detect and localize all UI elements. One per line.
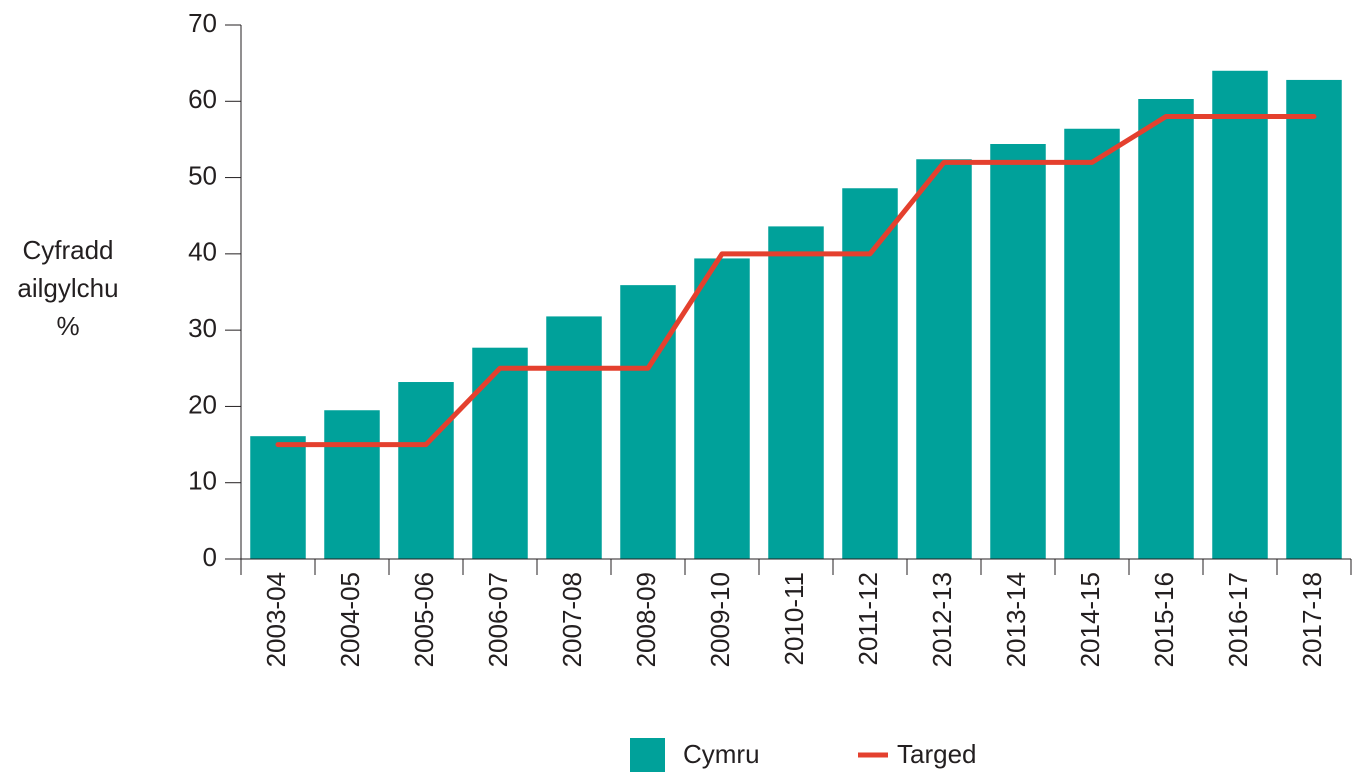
x-tick-label: 2017-18 xyxy=(1297,572,1327,667)
bar xyxy=(842,188,898,559)
x-tick-label: 2005-06 xyxy=(409,572,439,667)
y-axis-label-line: Cyfradd xyxy=(22,235,113,265)
x-tick-label: 2015-16 xyxy=(1149,572,1179,667)
y-axis-label: Cyfradd ailgylchu% xyxy=(17,235,118,341)
legend-swatch xyxy=(630,738,665,772)
y-axis-label-line: ailgylchu xyxy=(17,273,118,303)
y-tick-label: 10 xyxy=(188,466,217,496)
x-tick-label: 2008-09 xyxy=(631,572,661,667)
bar xyxy=(324,410,380,559)
y-tick-label: 0 xyxy=(203,542,217,572)
y-tick-label: 30 xyxy=(188,313,217,343)
bar xyxy=(694,258,750,559)
bar xyxy=(916,159,972,559)
bar xyxy=(1138,98,1194,560)
y-tick-label: 40 xyxy=(188,237,217,267)
bar xyxy=(1212,70,1268,560)
bar xyxy=(990,144,1046,559)
bar xyxy=(398,382,454,559)
y-tick-label: 50 xyxy=(188,160,217,190)
bar xyxy=(620,285,676,559)
bar xyxy=(1286,79,1342,559)
x-tick-label: 2013-14 xyxy=(1001,572,1031,667)
x-tick-label: 2004-05 xyxy=(335,572,365,667)
x-tick-label: 2006-07 xyxy=(483,572,513,667)
x-tick-label: 2009-10 xyxy=(705,572,735,667)
x-tick-label: 2003-04 xyxy=(261,572,291,667)
bar xyxy=(1064,128,1120,559)
x-tick-label: 2007-08 xyxy=(557,572,587,667)
bar xyxy=(472,347,528,559)
y-tick-label: 70 xyxy=(188,8,217,38)
legend-label: Targed xyxy=(897,739,977,769)
x-tick-label: 2014-15 xyxy=(1075,572,1105,667)
x-tick-label: 2012-13 xyxy=(927,572,957,667)
target-line xyxy=(275,114,1317,448)
bar xyxy=(546,316,602,559)
y-tick-label: 60 xyxy=(188,84,217,114)
x-tick-label: 2011-12 xyxy=(853,572,883,666)
x-tick-label: 2010-11 xyxy=(779,572,809,666)
bar xyxy=(768,226,824,559)
y-axis-label-line: % xyxy=(56,311,79,341)
x-tick-label: 2016-17 xyxy=(1223,572,1253,667)
legend-label: Cymru xyxy=(683,739,760,769)
bar xyxy=(250,436,306,559)
y-tick-label: 20 xyxy=(188,389,217,419)
